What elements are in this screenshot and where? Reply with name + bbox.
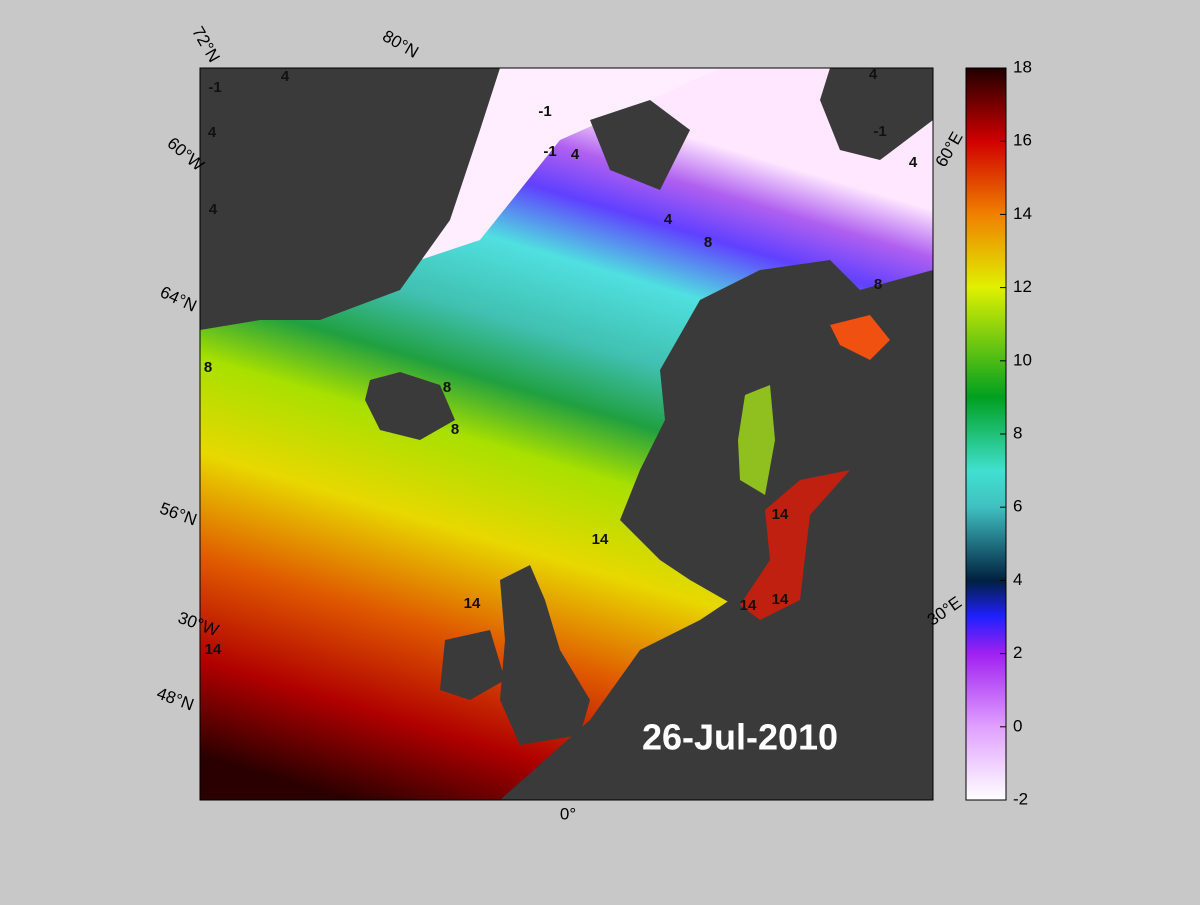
- colorbar-tick-label: -2: [1013, 789, 1028, 808]
- white-sea: [830, 315, 890, 360]
- colorbar-tick-label: 0: [1013, 716, 1022, 735]
- contour-label: 4: [571, 146, 580, 163]
- graticule-label: 60°E: [932, 129, 967, 171]
- graticule-label: 56°N: [157, 499, 199, 530]
- gulf-of-bothnia: [738, 385, 775, 495]
- contour-label: 8: [204, 359, 212, 376]
- svalbard: [590, 100, 690, 190]
- map-frame: [199, 67, 934, 801]
- colorbar-tick-label: 10: [1013, 350, 1032, 369]
- contour-label: -1: [208, 79, 221, 96]
- colorbar-tick-label: 12: [1013, 277, 1032, 296]
- novaya-zemlya: [820, 68, 933, 160]
- contour-label: 8: [443, 379, 451, 396]
- baltic: [740, 470, 850, 620]
- colorbar-tick-label: 16: [1013, 131, 1032, 150]
- scandinavia-europe: [500, 260, 933, 800]
- colorbar-tick-label: 2: [1013, 643, 1022, 662]
- graticule-label: 0°: [560, 804, 576, 823]
- contour-label: 4: [209, 201, 218, 218]
- contour-label: 8: [874, 276, 882, 293]
- date-label: 26-Jul-2010: [642, 717, 838, 758]
- contour-label: 14: [740, 597, 757, 614]
- graticule-label: 64°N: [157, 282, 199, 315]
- contour-label: 4: [909, 154, 918, 171]
- contour-label: 14: [592, 531, 609, 548]
- contour-label: 8: [704, 234, 712, 251]
- contour-label: 14: [464, 595, 481, 612]
- contour-label: 4: [208, 124, 217, 141]
- graticule-label: 72°N: [188, 23, 223, 65]
- contour-label: -1: [538, 103, 551, 120]
- colorbar: [965, 67, 1007, 801]
- contour-label: 14: [772, 506, 789, 523]
- graticule-label: 48°N: [154, 684, 196, 715]
- great-britain: [500, 565, 590, 745]
- graticule-label: 80°N: [379, 26, 421, 61]
- contour-label: 14: [772, 591, 789, 608]
- contour-label: 4: [869, 66, 878, 83]
- greenland: [200, 68, 500, 330]
- colorbar-tick-label: 8: [1013, 423, 1022, 442]
- contour-label: 4: [664, 211, 673, 228]
- contour-label: 8: [451, 421, 459, 438]
- colorbar-tick-label: 18: [1013, 57, 1032, 76]
- contour-label: 4: [281, 68, 290, 85]
- contour-label: 14: [205, 641, 222, 658]
- contour-label: -1: [873, 123, 886, 140]
- sea-ice: [420, 68, 720, 260]
- contour-label: -1: [543, 143, 556, 160]
- colorbar-tick-label: 6: [1013, 497, 1022, 516]
- iceland: [365, 372, 455, 440]
- map-area: [200, 68, 933, 800]
- colorbar-tick-label: 4: [1013, 570, 1022, 589]
- ireland: [440, 630, 505, 700]
- colorbar-tick-label: 14: [1013, 204, 1032, 223]
